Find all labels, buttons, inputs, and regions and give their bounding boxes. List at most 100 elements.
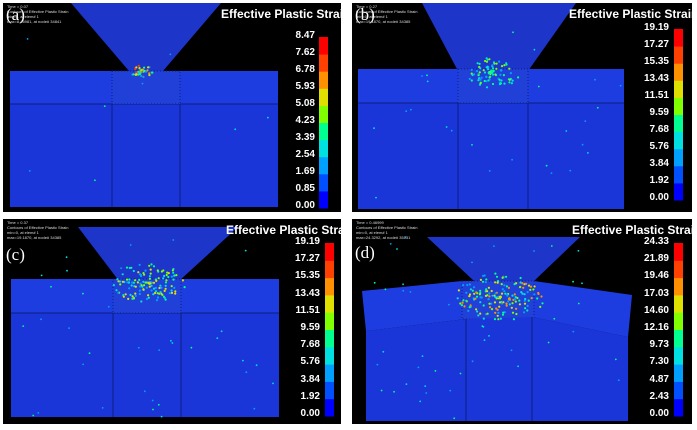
strain-point xyxy=(142,288,145,291)
strain-point xyxy=(517,76,520,79)
strain-point xyxy=(130,266,133,269)
strain-point xyxy=(509,72,512,75)
strain-point xyxy=(425,392,428,394)
strain-point xyxy=(135,73,138,76)
strain-point xyxy=(164,284,167,287)
strain-point xyxy=(486,65,489,68)
strain-point xyxy=(160,415,163,418)
strain-point xyxy=(502,301,505,304)
strain-point xyxy=(518,299,521,302)
strain-point xyxy=(471,360,474,363)
strain-point xyxy=(157,277,160,280)
strain-point xyxy=(115,289,118,292)
strain-point xyxy=(524,297,527,301)
strain-point xyxy=(137,271,140,274)
strain-point xyxy=(143,390,146,393)
strain-point xyxy=(487,286,490,289)
strain-point xyxy=(163,296,166,299)
strain-point xyxy=(530,297,533,300)
strain-point xyxy=(405,383,408,385)
strain-point xyxy=(482,317,485,320)
strain-point xyxy=(503,290,506,293)
strain-point xyxy=(28,170,31,172)
strain-point xyxy=(493,245,495,247)
strain-point xyxy=(498,78,501,81)
strain-point xyxy=(373,127,375,130)
strain-point xyxy=(489,75,492,78)
strain-point xyxy=(135,66,138,69)
strain-point xyxy=(481,280,485,283)
info-text: Time = 0.46999 Contours of Effective Plas… xyxy=(356,220,418,240)
strain-point xyxy=(488,170,491,172)
tick-label: 21.89 xyxy=(643,253,669,265)
tick-label: 0.00 xyxy=(300,408,320,419)
strain-point xyxy=(159,291,162,294)
strain-point xyxy=(148,275,151,278)
tick-label: 19.19 xyxy=(643,22,669,33)
strain-point xyxy=(220,330,223,333)
strain-point xyxy=(170,339,172,342)
panel-d: (d) Time = 0.46999 Contours of Effective … xyxy=(352,219,692,424)
info-text: Time = 0.07 Contours of Effective Plastic… xyxy=(7,4,69,24)
colorbar-segment xyxy=(674,398,683,417)
strain-point xyxy=(471,144,473,146)
strain-point xyxy=(519,281,522,284)
strain-point xyxy=(145,281,148,284)
strain-point xyxy=(156,292,159,295)
strain-point xyxy=(147,296,150,299)
strain-point xyxy=(152,281,156,284)
left-block-tilted xyxy=(362,281,466,331)
strain-point xyxy=(449,389,452,392)
strain-point xyxy=(450,129,453,132)
strain-point xyxy=(138,263,141,266)
strain-point xyxy=(128,287,131,290)
strain-point xyxy=(581,143,584,146)
strain-point xyxy=(491,294,494,297)
strain-point xyxy=(479,301,482,304)
strain-point xyxy=(132,297,136,300)
strain-point xyxy=(167,275,170,279)
strain-point xyxy=(472,286,476,289)
strain-point xyxy=(515,307,518,310)
strain-point xyxy=(508,81,511,84)
strain-point xyxy=(494,292,497,295)
strain-point xyxy=(523,299,526,302)
strain-point xyxy=(490,302,493,305)
simulation-view xyxy=(362,236,632,421)
strain-point xyxy=(136,281,139,284)
colorbar-segment xyxy=(319,105,328,123)
tick-label: 17.27 xyxy=(643,39,669,50)
strain-point xyxy=(540,295,543,298)
strain-point xyxy=(520,291,523,294)
panel-b: (b) Time = 0.27 Contours of Effective Pla… xyxy=(352,3,692,212)
strain-point xyxy=(493,301,497,304)
strain-point xyxy=(155,299,159,302)
indenter xyxy=(78,227,238,281)
strain-point xyxy=(521,282,524,285)
strain-point xyxy=(483,71,487,74)
strain-point xyxy=(190,346,193,349)
strain-point xyxy=(499,69,502,72)
strain-point xyxy=(134,67,137,71)
strain-point xyxy=(487,71,490,74)
strain-point xyxy=(507,300,510,303)
strain-point xyxy=(499,73,502,76)
strain-point xyxy=(148,264,151,267)
strain-point xyxy=(511,79,514,82)
strain-point xyxy=(475,295,479,298)
strain-point xyxy=(533,250,535,252)
strain-point xyxy=(376,363,379,366)
strain-point xyxy=(512,318,515,321)
strain-point xyxy=(234,128,237,131)
strain-point xyxy=(242,359,244,362)
strain-point xyxy=(173,274,176,277)
strain-point xyxy=(485,86,489,89)
strain-points xyxy=(26,38,269,182)
strain-point xyxy=(244,249,247,252)
strain-point xyxy=(476,62,479,65)
strain-point xyxy=(486,290,489,293)
strain-point xyxy=(484,281,487,284)
strain-point xyxy=(130,284,133,287)
strain-point xyxy=(510,306,513,309)
strain-point xyxy=(402,283,404,286)
